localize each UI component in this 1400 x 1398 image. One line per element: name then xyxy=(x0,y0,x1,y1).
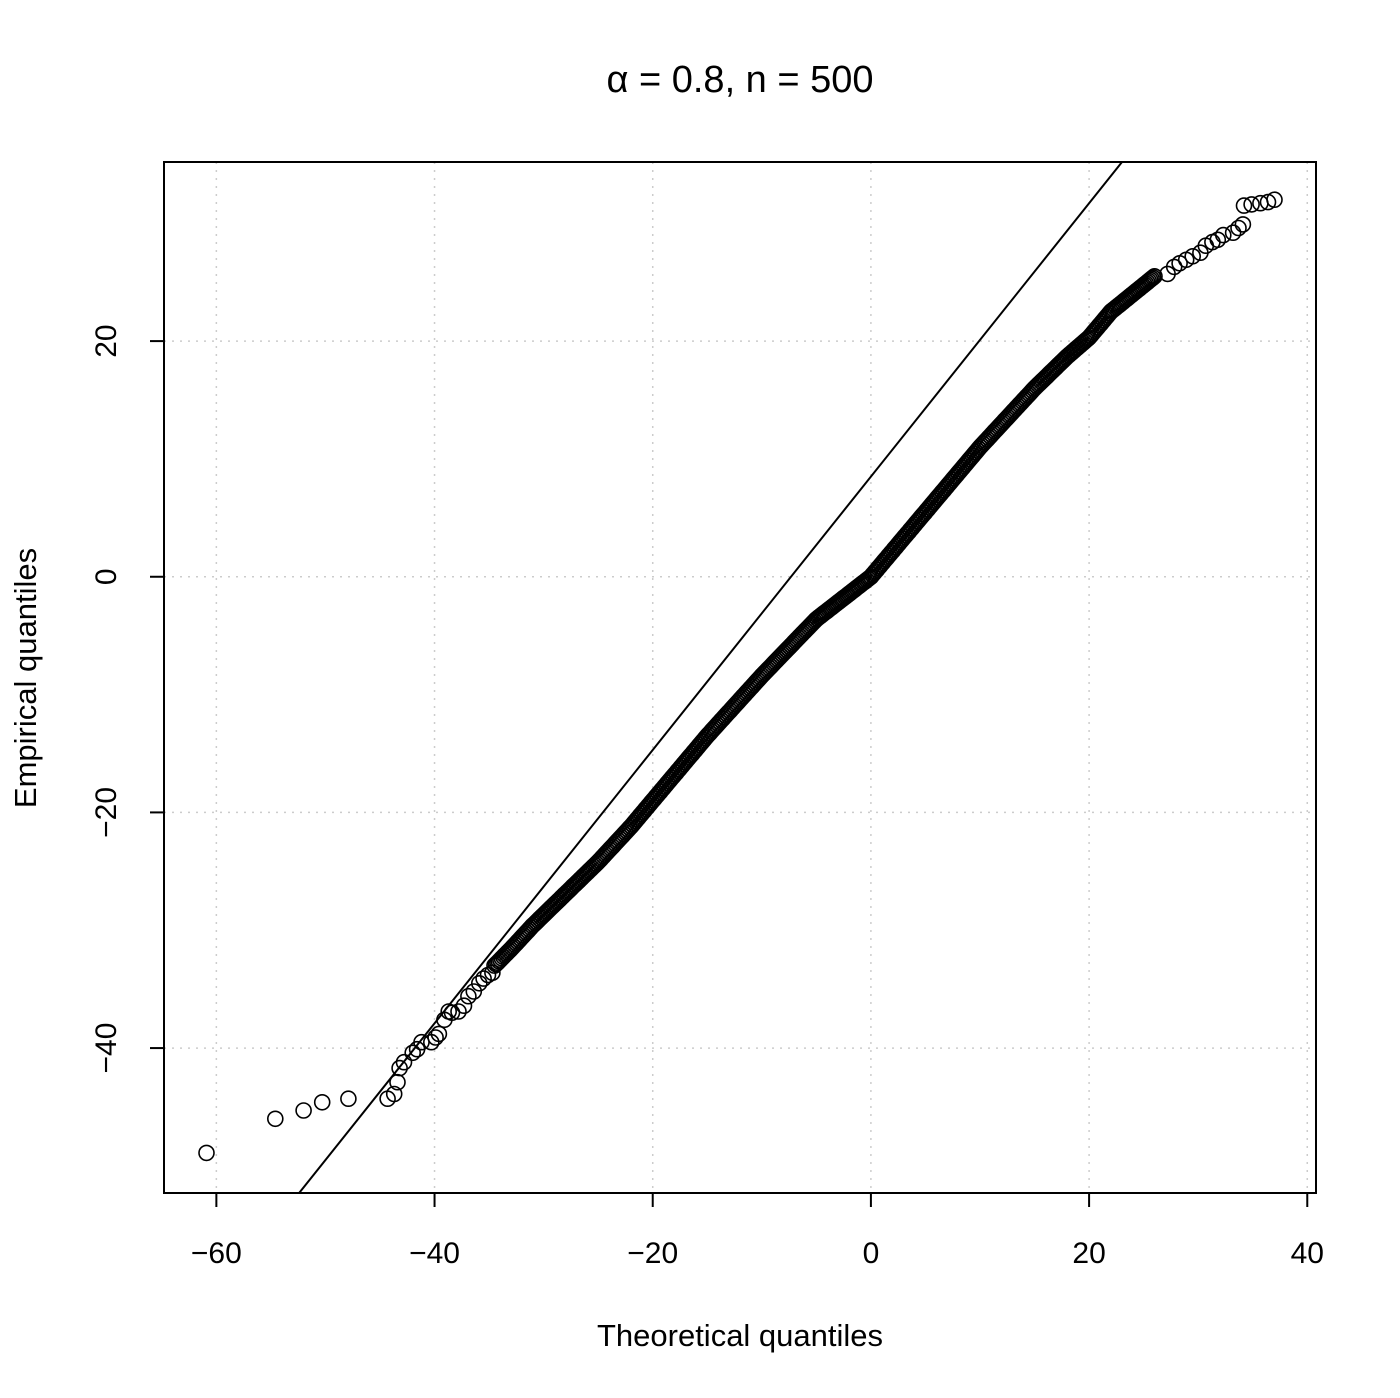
y-tick-label: 0 xyxy=(90,568,123,585)
data-point xyxy=(1224,224,1242,241)
data-point xyxy=(198,1144,215,1162)
x-tick-label: −20 xyxy=(627,1237,678,1270)
y-tick-label: −40 xyxy=(90,1023,123,1074)
chart-title: α = 0.8, n = 500 xyxy=(606,59,873,101)
grid-lines xyxy=(164,162,1316,1193)
data-point xyxy=(460,987,477,1005)
x-axis: −60 −40 −20 0 20 40 xyxy=(191,1192,1324,1270)
data-point xyxy=(1215,226,1232,244)
data-point xyxy=(395,1053,413,1071)
x-tick-label: −60 xyxy=(191,1237,242,1270)
data-point xyxy=(465,983,483,1000)
data-point xyxy=(404,1044,422,1062)
data-point xyxy=(450,1003,467,1020)
data-point xyxy=(1230,219,1247,237)
data-point xyxy=(427,1029,444,1046)
plot-frame xyxy=(163,161,1317,1194)
data-point xyxy=(313,1094,331,1111)
reference-line-segment xyxy=(298,161,1123,1194)
reference-line xyxy=(298,161,1123,1194)
data-point xyxy=(1144,269,1162,286)
data-point xyxy=(1140,272,1157,290)
data-point xyxy=(430,1025,448,1043)
data-point xyxy=(1234,216,1252,233)
data-point xyxy=(1235,197,1253,214)
data-point xyxy=(340,1090,357,1107)
data-point xyxy=(391,1059,408,1077)
data-point xyxy=(1209,231,1227,249)
data-point xyxy=(475,970,492,987)
data-point xyxy=(1143,270,1160,287)
data-point xyxy=(1165,258,1183,276)
data-point xyxy=(1266,191,1283,208)
y-axis: −40 −20 0 20 xyxy=(90,324,165,1074)
y-axis-label: Empirical quantiles xyxy=(8,548,43,808)
x-axis-label: Theoretical quantiles xyxy=(597,1318,883,1353)
x-tick-label: 0 xyxy=(863,1237,880,1270)
data-point xyxy=(470,974,488,992)
data-point xyxy=(1243,196,1260,213)
x-tick-label: 20 xyxy=(1072,1237,1105,1270)
x-tick-label: 40 xyxy=(1291,1237,1324,1270)
data-point xyxy=(1141,271,1159,289)
data-point xyxy=(295,1102,312,1119)
data-point xyxy=(455,997,473,1015)
x-tick-label: −40 xyxy=(409,1237,460,1270)
data-point xyxy=(266,1110,284,1128)
data-point xyxy=(1184,247,1201,265)
data-point xyxy=(385,1085,403,1103)
data-point xyxy=(1146,267,1163,285)
data-point xyxy=(443,1004,461,1022)
y-tick-label: −20 xyxy=(90,787,123,838)
data-points xyxy=(198,191,1283,1162)
y-tick-label: 20 xyxy=(90,324,123,357)
